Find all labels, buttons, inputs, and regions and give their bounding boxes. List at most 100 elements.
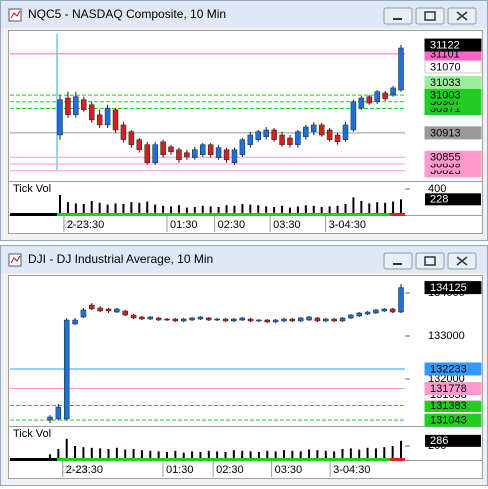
maximize-glyph — [424, 256, 436, 266]
candle-body — [184, 152, 190, 158]
candle-body — [289, 318, 296, 322]
volume-bar — [140, 450, 143, 458]
candle-body — [256, 319, 262, 322]
candle-body — [314, 317, 321, 322]
volume-bar — [124, 449, 127, 458]
volume-bar — [66, 202, 69, 213]
level-label: 31003 — [430, 89, 461, 101]
candle-body — [88, 104, 95, 121]
candle-body — [144, 144, 150, 164]
volume-bar — [98, 202, 101, 213]
candle-body — [356, 312, 362, 317]
volume-bar — [114, 203, 117, 213]
volume-bar — [265, 206, 268, 213]
volume-bar — [130, 202, 133, 213]
volume-bar — [273, 207, 276, 213]
maximize-button[interactable] — [415, 7, 445, 25]
maximize-button[interactable] — [415, 252, 445, 270]
volume-bar — [224, 452, 227, 458]
volume-bar — [366, 447, 369, 458]
x-tick-label: 01:30 — [170, 219, 198, 231]
volume-bar — [106, 204, 109, 213]
candle-body — [342, 124, 349, 140]
candle-body — [223, 149, 230, 161]
volume-bar — [304, 205, 307, 213]
minimize-button[interactable] — [383, 252, 413, 270]
volume-bar — [266, 450, 269, 458]
close-glyph — [456, 256, 468, 266]
volume-bar — [217, 207, 220, 213]
volume-bar — [344, 204, 347, 213]
volume-bar — [174, 450, 177, 458]
volume-bar — [49, 454, 51, 458]
volume-bar — [320, 207, 323, 213]
volume-bar — [146, 201, 149, 213]
x-tick-label: 02:30 — [218, 219, 246, 231]
volume-bar — [257, 452, 260, 458]
candle-body — [96, 114, 103, 126]
volume-bar — [257, 205, 260, 213]
volume-bar — [90, 447, 93, 458]
x-tick-label: 2-23:30 — [66, 464, 103, 476]
session-strip — [390, 458, 405, 461]
x-tick-label: 03:30 — [275, 464, 303, 476]
volume-bar — [157, 451, 160, 458]
candle-body — [155, 317, 162, 321]
level-label: 31070 — [430, 61, 461, 73]
volume-bar — [324, 450, 327, 458]
volume-bar — [358, 449, 361, 458]
volume-bar — [138, 202, 141, 213]
candle-body — [180, 318, 187, 322]
volume-bar — [374, 448, 377, 458]
candle-body — [389, 308, 396, 313]
candle-body — [231, 149, 238, 164]
volume-bar — [90, 201, 93, 213]
volume-bar — [74, 446, 77, 458]
volume-bar — [225, 205, 228, 213]
candle-body — [73, 96, 79, 116]
candle-body — [176, 149, 182, 161]
level-label: 134125 — [430, 282, 467, 294]
close-glyph — [456, 11, 468, 21]
level-box — [424, 382, 482, 396]
volume-bar — [182, 452, 185, 458]
volume-bar — [352, 197, 355, 213]
candle-body — [239, 139, 246, 156]
candle-body — [215, 147, 222, 158]
candle-body — [55, 406, 62, 420]
volume-bar — [296, 206, 299, 213]
candle-body — [297, 317, 304, 322]
candle-body — [373, 309, 379, 314]
window-title: DJI - DJ Industrial Average, 10 Min — [28, 252, 213, 266]
candle-body — [172, 318, 179, 322]
volume-bar — [360, 201, 363, 213]
volume-last-label: 286 — [430, 435, 448, 447]
candle-body — [207, 144, 214, 156]
volume-bar — [308, 449, 311, 458]
x-tick-label: 03:30 — [273, 219, 301, 231]
minimize-button[interactable] — [383, 7, 413, 25]
candle-body — [105, 308, 112, 312]
volume-bar — [170, 206, 173, 213]
level-box — [424, 75, 482, 89]
candle-body — [122, 310, 128, 316]
level-box — [424, 281, 482, 295]
candle-body — [323, 318, 329, 322]
candle-body — [263, 129, 269, 137]
candle-body — [147, 316, 154, 320]
candle-body — [192, 149, 198, 158]
volume-bar — [122, 204, 125, 213]
volume-bar — [201, 205, 204, 213]
volume-bar — [185, 207, 188, 213]
candle-body — [199, 144, 206, 156]
candle-body — [334, 134, 341, 142]
year-label: 2013 — [62, 219, 86, 231]
candle-body — [295, 131, 301, 145]
candle-body — [206, 317, 212, 321]
volume-bar — [299, 451, 302, 458]
volume-bar — [283, 450, 285, 458]
chart-frame — [8, 275, 483, 479]
y-tick-label: 132000 — [428, 373, 465, 385]
volume-bar — [209, 206, 212, 213]
volume-last-label: 228 — [430, 194, 448, 206]
